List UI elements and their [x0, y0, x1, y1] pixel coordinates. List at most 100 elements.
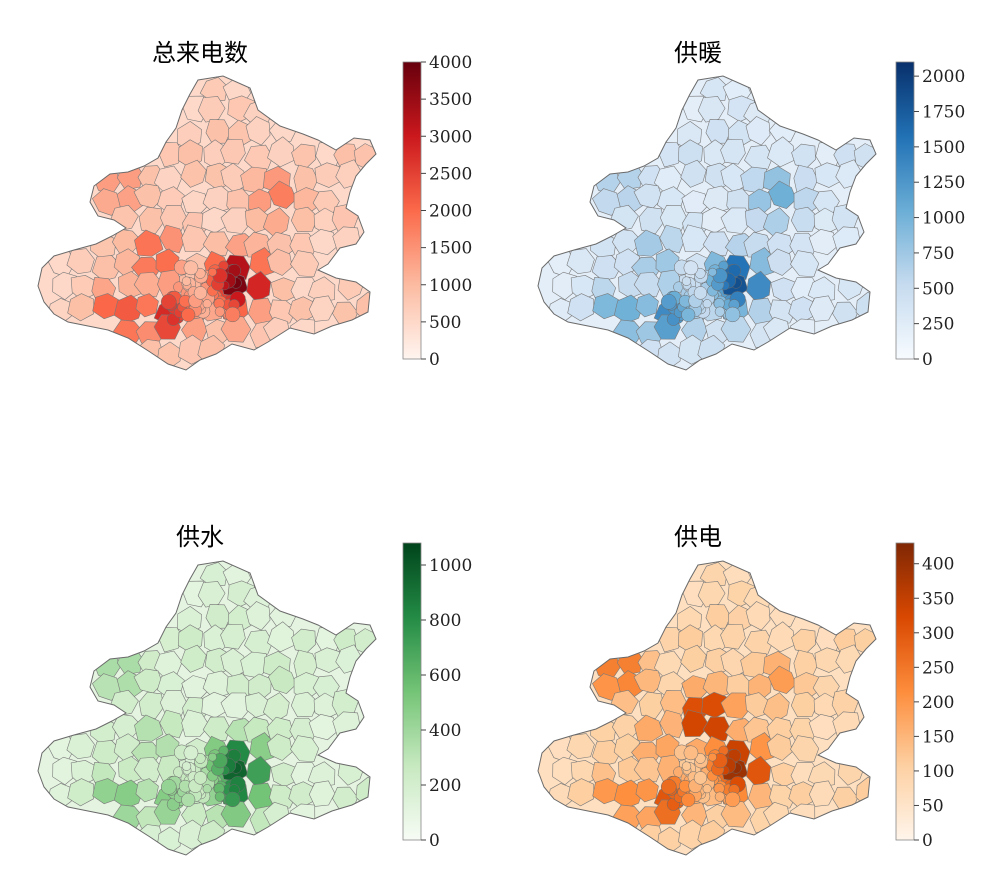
district-cell: [202, 670, 233, 700]
colorbar-tick-label: 3500: [429, 90, 472, 110]
district-cell: [613, 294, 644, 324]
map-boundary: [37, 560, 377, 856]
district-cell: [681, 224, 710, 252]
colorbar-water: [402, 542, 422, 841]
urban-district-cell: [693, 771, 708, 785]
district-cell: [133, 272, 163, 298]
district-cell: [745, 116, 771, 146]
district-cell: [138, 206, 164, 235]
district-cell: [290, 206, 319, 233]
district-cell: [680, 159, 707, 188]
urban-district-cell: [683, 745, 699, 761]
colorbar-tick-label: 2000: [922, 67, 965, 87]
district-cell: [138, 691, 164, 720]
district-cell: [308, 229, 339, 256]
colorbar-tick-label: 2000: [429, 202, 472, 222]
colorbar-tick-label: 1500: [922, 138, 965, 158]
map-region-water: [38, 561, 376, 855]
map-boundary: [37, 75, 377, 371]
district-cell: [766, 733, 793, 761]
urban-district-cell: [181, 307, 196, 322]
colorbar-tick-label: 0: [922, 350, 933, 370]
district-cell: [635, 778, 659, 803]
map-figure-heating: 0 250 500 750 1000 1250 1500 1750 2000: [537, 61, 965, 371]
district-cell: [180, 159, 207, 188]
district-cell: [134, 229, 164, 257]
district-cell: [681, 709, 710, 737]
urban-district-cell: [208, 752, 217, 762]
urban-district-cell: [160, 293, 177, 310]
colorbar-tick-label: 0: [429, 831, 440, 851]
district-cell: [790, 691, 819, 718]
district-cell: [790, 206, 819, 233]
urban-district-cell: [702, 299, 712, 309]
district-cell: [633, 757, 663, 783]
district-cell: [767, 136, 795, 168]
district-cell: [635, 293, 659, 318]
district-cell: [308, 714, 339, 741]
colorbar-tick-label: 1000: [922, 209, 965, 229]
district-cell: [245, 116, 271, 146]
map-boundary: [537, 560, 877, 856]
district-cell: [744, 629, 774, 656]
urban-district-cell: [193, 286, 208, 300]
district-cell: [720, 623, 746, 650]
colorbar-tick-label: 400: [429, 721, 461, 741]
district-cell: [220, 207, 252, 234]
district-cell: [67, 293, 95, 322]
urban-district-cell: [708, 752, 717, 762]
district-cell: [202, 185, 233, 215]
map-boundary: [537, 75, 877, 371]
urban-district-cell: [708, 267, 717, 277]
urban-district-cell: [660, 778, 677, 795]
map-title-heating: 供暖: [674, 39, 722, 67]
urban-district-cell: [683, 260, 699, 276]
district-cell: [266, 733, 293, 761]
district-cell: [790, 250, 820, 278]
district-cell: [266, 248, 293, 276]
district-cell: [135, 293, 159, 318]
district-cell: [790, 735, 820, 763]
colorbar-tick-label: 1250: [922, 173, 965, 193]
map-region-electricity: [538, 561, 876, 855]
colorbar-tick-label: 750: [922, 244, 954, 264]
district-cell: [808, 229, 839, 256]
colorbar-tick-label: 4000: [429, 53, 472, 73]
district-cell: [180, 644, 207, 673]
district-cell: [808, 714, 839, 741]
district-cell: [290, 250, 320, 278]
colorbar-tick-label: 0: [429, 350, 440, 370]
colorbar-tick-label: 200: [429, 776, 461, 796]
urban-district-cell: [208, 267, 217, 277]
district-cell: [134, 714, 164, 742]
urban-district-cell: [693, 286, 708, 300]
colorbar-tick-label: 800: [429, 611, 461, 631]
colorbar-tick-label: 500: [922, 279, 954, 299]
colorbar-tick-label: 600: [429, 666, 461, 686]
urban-district-cell: [224, 306, 241, 323]
map-panel-water: 供水 0 200 400 600 800 1000: [0, 443, 498, 887]
district-cell: [744, 144, 774, 171]
colorbar-tick-label: 1750: [922, 103, 965, 123]
district-cell: [267, 621, 295, 653]
urban-district-cell: [681, 307, 696, 322]
district-cell: [245, 601, 271, 631]
urban-district-cell: [214, 791, 225, 802]
urban-district-cell: [714, 306, 725, 317]
district-cell: [634, 714, 664, 742]
district-cell: [720, 138, 746, 165]
urban-district-cell: [181, 792, 196, 807]
colorbar-tick-label: 0: [922, 831, 933, 851]
colorbar-tick-label: 3000: [429, 127, 472, 147]
district-cell: [680, 644, 707, 673]
colorbar-electricity: [895, 542, 915, 841]
district-cell: [220, 138, 246, 165]
district-cell: [290, 735, 320, 763]
district-cell: [767, 621, 795, 653]
district-cell: [720, 207, 752, 234]
urban-district-cell: [681, 761, 692, 771]
map-title-water: 供水: [176, 523, 224, 551]
map-figure-electricity: 0 50 100 150 200 250 300 350 400: [537, 542, 954, 856]
district-cell: [220, 692, 252, 719]
urban-district-cell: [214, 306, 225, 317]
